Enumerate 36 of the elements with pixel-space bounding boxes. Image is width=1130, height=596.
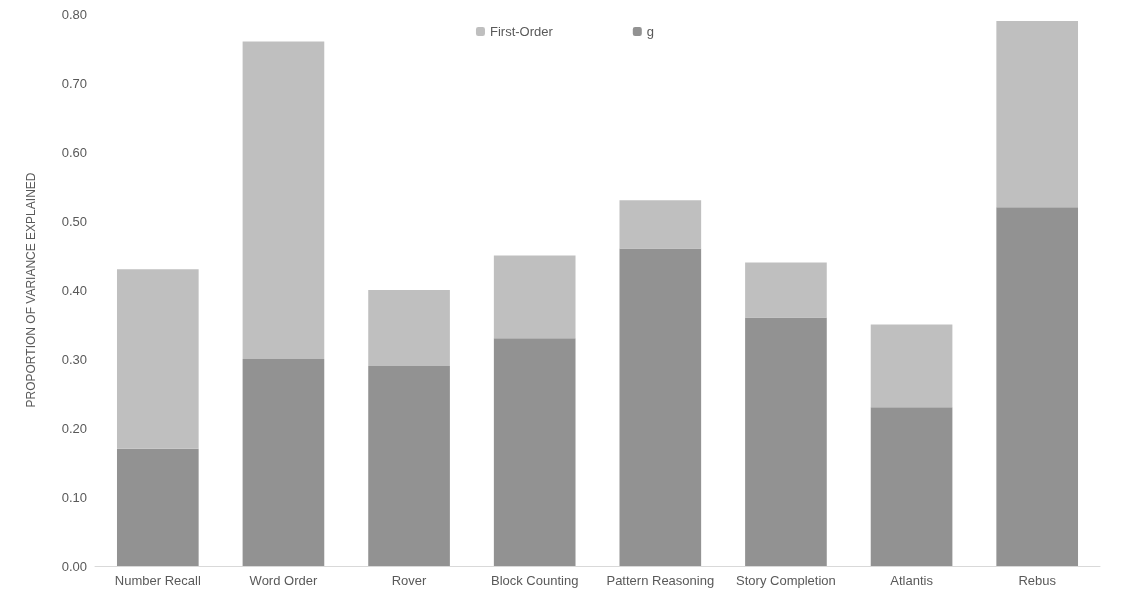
y-tick-label: 0.80 (61, 6, 87, 22)
x-tick-label: Block Counting (490, 573, 579, 588)
y-axis-title: PROPORTION OF VARIANCE EXPLAINED (24, 172, 38, 408)
y-tick-label: 0.30 (61, 351, 87, 367)
bar (242, 359, 325, 566)
bar (493, 255, 576, 339)
y-tick-label: 0.40 (61, 282, 87, 298)
y-tick-label: 0.70 (61, 75, 87, 91)
bar (870, 407, 953, 566)
bar (996, 20, 1079, 208)
bar (619, 248, 702, 566)
x-tick-label: Rover (391, 573, 428, 588)
y-tick-label: 0.50 (61, 213, 87, 229)
x-tick-label: Word Order (249, 573, 318, 588)
y-tick-label: 0.60 (61, 144, 87, 160)
x-tick-label: Story Completion (736, 573, 836, 588)
bar (745, 317, 827, 566)
x-tick-label: Atlantis (890, 573, 934, 588)
bar (368, 365, 450, 566)
bar (242, 41, 325, 359)
legend-label: g (646, 24, 655, 39)
y-tick-label: 0.20 (61, 420, 87, 436)
bar (493, 338, 576, 566)
legend-label: First-Order (489, 24, 554, 39)
bar (116, 269, 199, 449)
bar (745, 262, 827, 318)
x-tick-label: Number Recall (114, 573, 201, 588)
x-tick-label: Pattern Reasoning (606, 573, 715, 588)
bar (619, 200, 702, 249)
y-tick-label: 0.00 (61, 558, 87, 574)
y-tick-label: 0.10 (61, 489, 87, 505)
bar (368, 290, 450, 366)
bar (116, 448, 199, 566)
bar (996, 207, 1079, 566)
bar (870, 324, 953, 408)
x-tick-label: Rebus (1018, 573, 1057, 588)
